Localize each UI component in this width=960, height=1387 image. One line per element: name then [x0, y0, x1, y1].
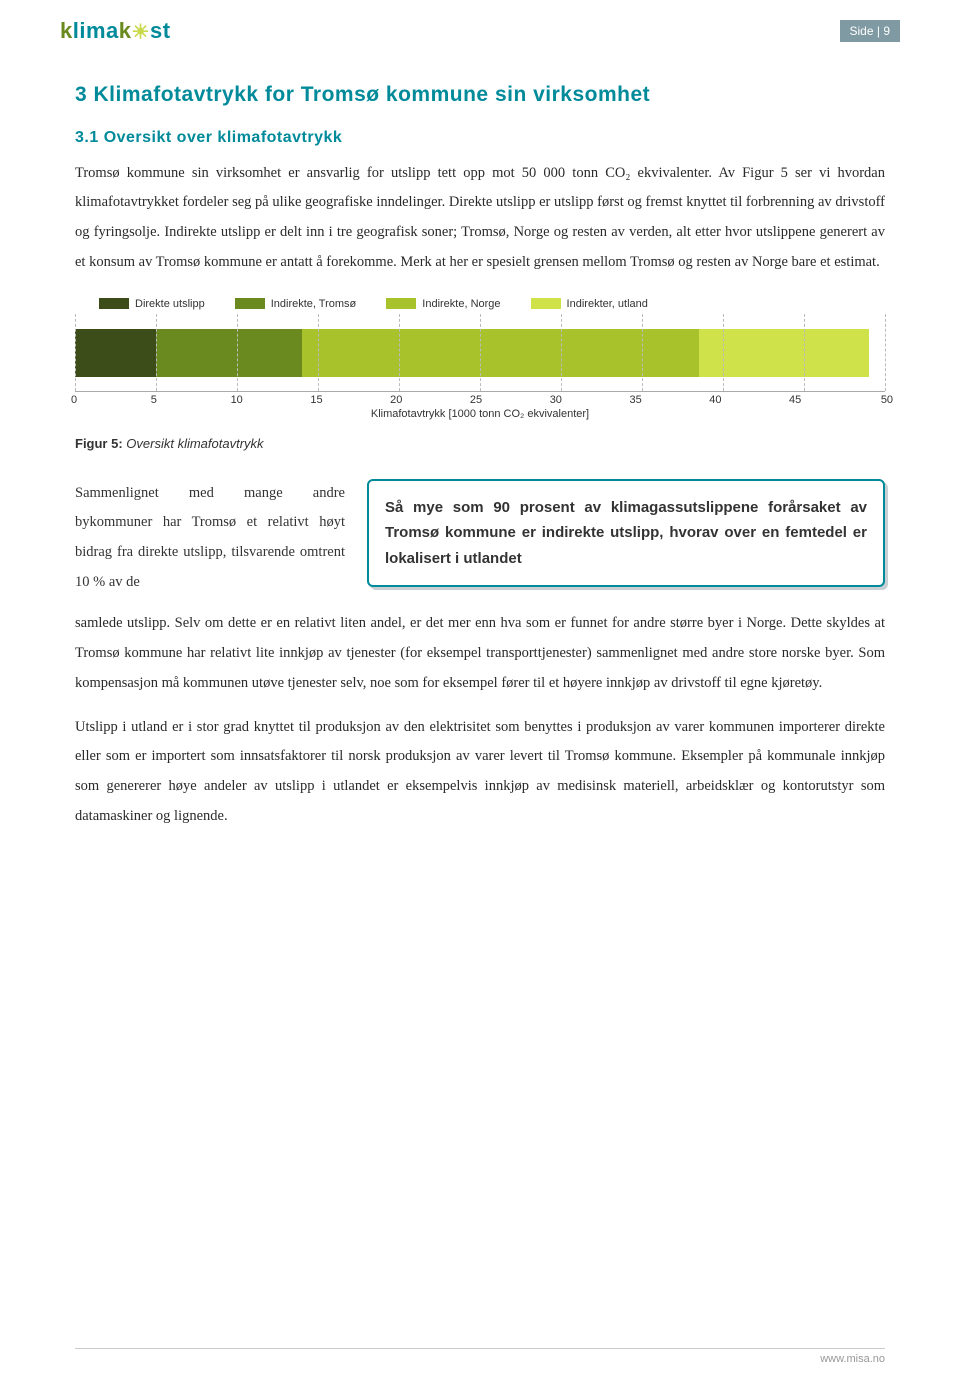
overview-chart: Direkte utslipp Indirekte, Tromsø Indirekt… [75, 298, 885, 420]
section-heading: 3 Klimafotavtrykk for Tromsø kommune sin… [75, 83, 885, 107]
legend-label: Indirekter, utland [567, 298, 648, 310]
callout-box: Så mye som 90 prosent av klimagassutslip… [367, 479, 885, 588]
grid-line [804, 314, 805, 391]
grid-line [723, 314, 724, 391]
x-tick: 15 [310, 394, 390, 406]
x-tick: 0 [71, 394, 151, 406]
grid-line [318, 314, 319, 391]
grid-line [885, 314, 886, 391]
sun-icon: ☀ [132, 22, 150, 44]
bar-segment [156, 329, 302, 377]
logo-part: st [150, 18, 171, 43]
legend-item: Indirekte, Tromsø [235, 298, 357, 310]
x-tick: 35 [629, 394, 709, 406]
grid-line [399, 314, 400, 391]
chart-bar [75, 329, 869, 377]
x-tick: 40 [709, 394, 789, 406]
bar-segment [302, 329, 699, 377]
logo: klimak☀st [60, 18, 171, 45]
figure-caption: Figur 5: Oversikt klimafotavtrykk [75, 436, 885, 451]
body-paragraph: Tromsø kommune sin virksomhet er ansvarl… [75, 159, 885, 278]
grid-line [156, 314, 157, 391]
grid-line [642, 314, 643, 391]
legend-label: Indirekte, Norge [422, 298, 500, 310]
chart-x-label: Klimafotavtrykk [1000 tonn CO₂ ekvivalen… [75, 408, 885, 420]
body-paragraph: samlede utslipp. Selv om dette er en rel… [75, 609, 885, 698]
footer-url: www.misa.no [820, 1353, 885, 1365]
legend-label: Indirekte, Tromsø [271, 298, 357, 310]
legend-item: Direkte utslipp [99, 298, 205, 310]
figure-caption-bold: Figur 5: [75, 436, 123, 451]
logo-part: k [60, 18, 73, 43]
body-paragraph: Utslipp i utland er i stor grad knyttet … [75, 713, 885, 832]
chart-x-axis: 05101520253035404550 [75, 394, 885, 406]
x-tick: 45 [789, 394, 869, 406]
body-paragraph-left: Sammenlignet med mange andre bykommuner … [75, 479, 345, 598]
legend-swatch [235, 298, 265, 309]
x-tick: 30 [550, 394, 630, 406]
two-column-row: Sammenlignet med mange andre bykommuner … [75, 479, 885, 598]
chart-plot-area [75, 314, 885, 392]
bar-segment [699, 329, 869, 377]
grid-line [237, 314, 238, 391]
page-header: klimak☀st Side | 9 [0, 0, 960, 53]
figure-caption-italic: Oversikt klimafotavtrykk [123, 436, 264, 451]
page-content: 3 Klimafotavtrykk for Tromsø kommune sin… [0, 83, 960, 832]
page-footer: www.misa.no [75, 1348, 885, 1365]
x-tick: 25 [470, 394, 550, 406]
legend-swatch [531, 298, 561, 309]
legend-label: Direkte utslipp [135, 298, 205, 310]
legend-swatch [99, 298, 129, 309]
x-tick: 20 [390, 394, 470, 406]
logo-part: k [119, 18, 132, 43]
legend-item: Indirekte, Norge [386, 298, 500, 310]
grid-line [561, 314, 562, 391]
grid-line [480, 314, 481, 391]
chart-legend: Direkte utslipp Indirekte, Tromsø Indirekt… [75, 298, 885, 310]
grid-line [75, 314, 76, 391]
x-tick: 50 [881, 394, 893, 406]
legend-swatch [386, 298, 416, 309]
logo-part: lima [73, 18, 119, 43]
bar-segment [75, 329, 156, 377]
subsection-heading: 3.1 Oversikt over klimafotavtrykk [75, 129, 885, 147]
page-number-badge: Side | 9 [840, 20, 900, 42]
x-tick: 5 [151, 394, 231, 406]
x-tick: 10 [231, 394, 311, 406]
legend-item: Indirekter, utland [531, 298, 648, 310]
